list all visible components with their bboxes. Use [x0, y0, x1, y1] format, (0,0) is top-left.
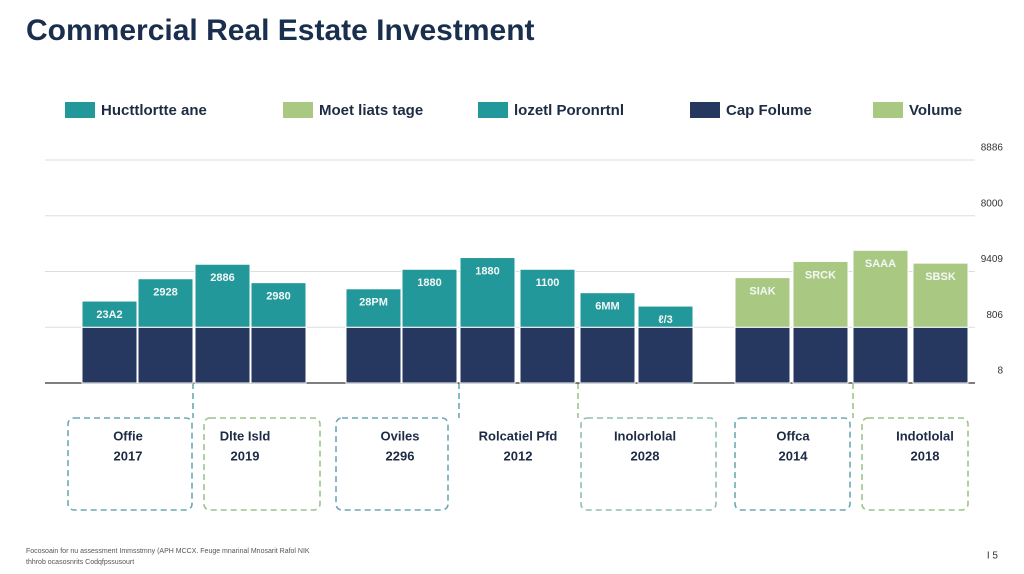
bar-label: SAAA	[865, 258, 896, 270]
bar-segment	[792, 326, 849, 384]
group-name: Dlte Isld	[220, 428, 271, 443]
group-year: 2296	[386, 448, 415, 463]
legend-swatch	[873, 102, 903, 118]
page-number: I 5	[987, 551, 999, 562]
bar-segment	[852, 326, 909, 384]
legend-label: lozetl Poronrtnl	[514, 102, 624, 119]
bar-segment	[459, 257, 516, 328]
bar-segment	[250, 326, 307, 384]
group-year: 2018	[911, 448, 940, 463]
group-year: 2012	[504, 448, 533, 463]
bar-label: 28PM	[359, 297, 388, 309]
legend-label: Moet liats tage	[319, 102, 423, 119]
bar-segment	[519, 268, 576, 328]
bar-segment	[459, 326, 516, 384]
legend-swatch	[65, 102, 95, 118]
bar-segment	[194, 263, 251, 328]
y-tick-label: 9409	[981, 254, 1004, 265]
footer-source: thhrob ocasosnrits Codqfpssusourt	[26, 559, 134, 566]
bar-label: 1880	[475, 265, 499, 277]
bar-label: SBSK	[925, 271, 956, 283]
bar-label: 6MM	[595, 301, 619, 313]
bar-segment	[734, 277, 791, 328]
bar-segment	[637, 326, 694, 384]
group-year: 2014	[779, 448, 809, 463]
legend-label: Volume	[909, 102, 962, 119]
bar-segment	[401, 268, 458, 328]
bar-segment	[579, 292, 636, 328]
legend-label: Cap Folume	[726, 102, 812, 119]
bar-segment	[401, 326, 458, 384]
bar-label: SRCK	[805, 269, 836, 281]
bar-segment	[137, 326, 194, 384]
legend-swatch	[478, 102, 508, 118]
bar-label: ℓ/3	[658, 314, 673, 326]
bar-label: 1100	[536, 277, 560, 289]
y-tick-label: 8886	[981, 143, 1004, 154]
bar-label: SIAK	[749, 286, 775, 298]
bar-segment	[912, 262, 969, 328]
bar-segment	[137, 278, 194, 328]
group-name: Indotlolal	[896, 428, 954, 443]
bar-label: 2980	[266, 291, 290, 303]
bar-label: 1880	[417, 277, 441, 289]
group-name: Offie	[113, 428, 143, 443]
bar-segment	[81, 300, 138, 328]
bar-segment	[912, 326, 969, 384]
bar-label: 2928	[153, 287, 177, 299]
legend-swatch	[690, 102, 720, 118]
y-tick-label: 806	[986, 310, 1003, 321]
bar-segment	[519, 326, 576, 384]
bar-label: 23A2	[96, 309, 122, 321]
bar-segment	[852, 249, 909, 328]
bar-segment	[734, 326, 791, 384]
group-name: Inolorlolal	[614, 428, 676, 443]
legend-label: Hucttlortte ane	[101, 102, 207, 119]
group-frames	[67, 383, 969, 511]
bar-segment	[81, 326, 138, 384]
bar-segment	[250, 282, 307, 328]
group-year: 2017	[114, 448, 143, 463]
group-year: 2028	[631, 448, 660, 463]
bar-segment	[637, 305, 694, 328]
y-tick-label: 8	[997, 366, 1003, 377]
bar-segment	[345, 288, 402, 328]
bar-segment	[792, 260, 849, 328]
legend-swatch	[283, 102, 313, 118]
bar-segment	[579, 326, 636, 384]
group-year: 2019	[231, 448, 260, 463]
group-name: Offca	[776, 428, 810, 443]
group-name: Rolcatiel Pfd	[479, 428, 558, 443]
footer-source: Focosoain for nu assessment Immsstmny (A…	[26, 548, 310, 555]
bar-segment	[345, 326, 402, 384]
group-name: Oviles	[380, 428, 419, 443]
chart-title: Commercial Real Estate Investment	[26, 14, 535, 47]
bar-label: 2886	[210, 272, 234, 284]
bar-segment	[194, 326, 251, 384]
y-tick-label: 8000	[981, 198, 1004, 209]
